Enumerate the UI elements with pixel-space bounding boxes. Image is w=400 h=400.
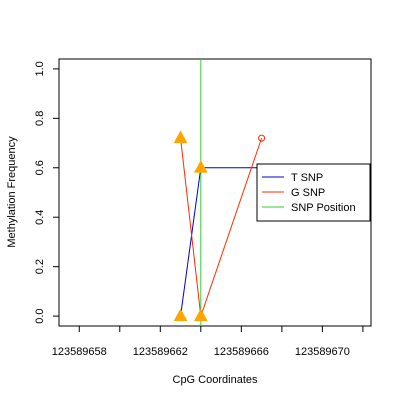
legend-label-snp-position: SNP Position <box>291 202 356 214</box>
x-axis-title: CpG Coordinates <box>173 374 258 386</box>
data-point-circle <box>258 134 266 142</box>
plot-frame <box>58 58 372 327</box>
data-point-triangle <box>193 308 208 322</box>
y-tick-label: 0.2 <box>34 259 46 274</box>
y-tick-label: 0.4 <box>34 210 46 225</box>
data-point-triangle <box>173 130 188 144</box>
data-point-triangle <box>173 308 188 322</box>
legend-label-g-snp: G SNP <box>291 187 325 199</box>
y-axis-title: Methylation Frequency <box>6 136 18 248</box>
y-tick-label: 0.6 <box>34 160 46 175</box>
x-tick-label: 123589666 <box>214 346 269 358</box>
x-axis: 123589658 123589662 123589666 123589670 <box>52 326 364 358</box>
legend: T SNP G SNP SNP Position <box>256 163 371 222</box>
marker-layer <box>173 130 266 322</box>
data-point-triangle <box>193 160 208 173</box>
y-tick-label: 0.8 <box>34 111 46 126</box>
series-layer <box>180 59 263 326</box>
x-tick-label: 123589662 <box>133 346 188 358</box>
x-tick-label: 123589670 <box>295 346 350 358</box>
legend-label-t-snp: T SNP <box>291 172 323 184</box>
x-tick-label: 123589658 <box>52 346 107 358</box>
y-tick-label: 1.0 <box>34 61 46 76</box>
y-tick-label: 0.0 <box>34 308 46 323</box>
y-axis: 0.0 0.2 0.4 0.6 0.8 1.0 <box>34 61 59 324</box>
